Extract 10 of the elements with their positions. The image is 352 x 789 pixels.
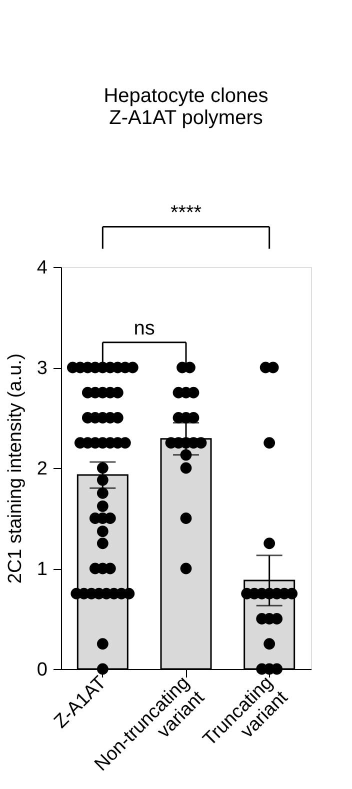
y-tick-label: 1 (36, 559, 48, 580)
y-tick-label: 0 (36, 660, 48, 680)
y-tick-label: 4 (36, 258, 48, 278)
y-axis-title: 2C1 staining intensity (a.u.) (4, 353, 26, 584)
y-tick-label: 2 (36, 458, 48, 480)
text: **** (170, 202, 202, 224)
annotation: ns (134, 317, 155, 340)
text: Z-A1AT polymers (109, 106, 263, 129)
y-tick-label: 3 (36, 358, 48, 379)
text: Hepatocyte clones (104, 84, 268, 107)
